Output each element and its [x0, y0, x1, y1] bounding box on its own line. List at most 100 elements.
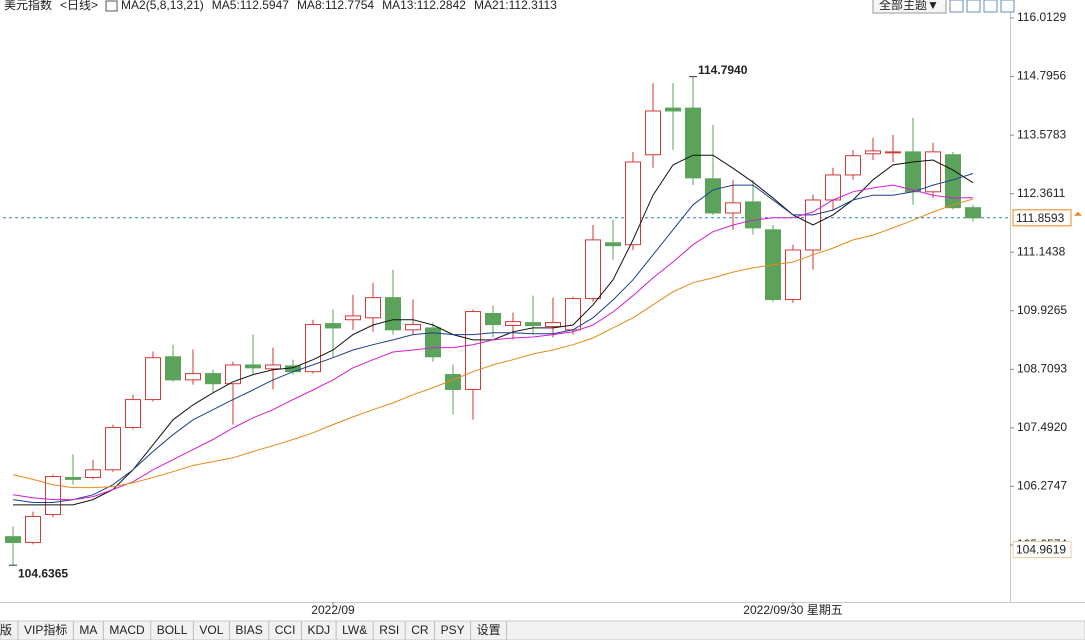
candle — [605, 219, 621, 260]
toolbar-icons — [949, 0, 1015, 13]
candle — [265, 347, 281, 390]
candle-body — [45, 476, 61, 516]
candle — [965, 204, 981, 222]
tab-label[interactable]: RSI — [379, 623, 399, 637]
candle-body — [785, 249, 801, 301]
y-tick-label: 113.5783 — [1017, 127, 1066, 141]
tab-label[interactable]: MA — [79, 623, 97, 637]
ma-line — [12, 198, 974, 489]
candle-body — [625, 161, 641, 246]
tab-label[interactable]: MACD — [109, 623, 145, 637]
indicator: MA2(5,8,13,21) — [121, 0, 204, 12]
candle — [25, 511, 41, 545]
tab-label[interactable]: KDJ — [307, 623, 330, 637]
legend-entry: MA21:112.3113 — [474, 0, 557, 12]
candle-body — [485, 312, 501, 326]
tab-label[interactable]: CR — [411, 623, 429, 637]
candle — [505, 312, 521, 340]
candle — [825, 167, 841, 211]
theme-button[interactable]: 全部主题▼ — [879, 0, 939, 12]
last-price-box — [1012, 209, 1072, 227]
candle-body — [5, 536, 21, 543]
period: <日线> — [60, 0, 98, 12]
candle — [585, 224, 601, 302]
theme-button-box[interactable] — [872, 0, 947, 14]
candle — [85, 459, 101, 480]
tab-label[interactable]: LW& — [342, 623, 367, 637]
candle — [405, 299, 421, 335]
tab-bar — [0, 620, 1085, 640]
candle-body — [325, 323, 341, 329]
ma-line — [12, 184, 974, 501]
icon[interactable] — [966, 0, 981, 13]
marker-price-label: 104.9619 — [1016, 543, 1066, 557]
candle — [885, 135, 901, 162]
candle-body — [925, 151, 941, 193]
candle — [845, 149, 861, 180]
candle-body — [825, 174, 841, 201]
x-tick-label: 2022/09 — [311, 603, 355, 617]
candle-body — [605, 242, 621, 247]
tab-label[interactable]: VOL — [199, 623, 223, 637]
candle — [685, 76, 701, 186]
marker-price-box — [1012, 541, 1072, 559]
candle-body — [245, 364, 261, 369]
tab-label[interactable]: BOLL — [157, 623, 188, 637]
candle — [725, 179, 741, 230]
candle-body — [365, 297, 381, 319]
icon[interactable] — [949, 0, 964, 13]
candle — [425, 322, 441, 362]
candle-body — [585, 239, 601, 300]
tab-label[interactable]: 设置 — [477, 623, 501, 637]
candle-body — [205, 373, 221, 385]
candle-body — [125, 399, 141, 428]
min-label: 104.6365 — [18, 566, 68, 580]
candle-body — [305, 324, 321, 373]
candle-body — [525, 322, 541, 327]
candle-body — [425, 327, 441, 358]
icon[interactable] — [1000, 0, 1015, 13]
y-tick-label: 109.9265 — [1017, 303, 1067, 317]
candle — [765, 224, 781, 302]
last-price-label: 111.8593 — [1016, 211, 1065, 225]
candle-body — [265, 364, 281, 370]
x-tick-label: 2022/09/30 星期五 — [743, 603, 842, 617]
y-tick-label: 112.3611 — [1017, 186, 1066, 200]
candle — [865, 137, 881, 161]
tab-label[interactable]: PSY — [441, 623, 465, 637]
legend-entry: MA13:112.2842 — [382, 0, 466, 12]
candle — [565, 296, 581, 335]
legend-entry: MA5:112.5947 — [212, 0, 289, 12]
candle — [205, 369, 221, 392]
candle — [445, 364, 461, 415]
candle-body — [885, 151, 901, 154]
candle — [545, 297, 561, 338]
candle-body — [645, 110, 661, 156]
candle-body — [85, 469, 101, 478]
candle — [145, 351, 161, 402]
candle — [785, 244, 801, 303]
candle-body — [25, 515, 41, 543]
candle — [245, 334, 261, 375]
candle — [345, 294, 361, 330]
y-tick-label: 108.7093 — [1017, 361, 1067, 375]
candle-body — [345, 315, 361, 321]
candle — [225, 361, 241, 425]
candle-body — [405, 324, 421, 331]
chart-title: 美元指数 — [4, 0, 52, 12]
tab-label[interactable]: CCI — [275, 623, 296, 637]
candle-body — [185, 373, 201, 381]
y-tick-label: 111.1438 — [1017, 244, 1066, 258]
candle — [125, 394, 141, 430]
tab-label[interactable]: 版 — [0, 623, 12, 637]
candle — [305, 319, 321, 374]
y-tick-label: 106.2747 — [1017, 479, 1067, 493]
candle-body — [965, 207, 981, 219]
icon[interactable] — [983, 0, 998, 13]
tab-label[interactable]: BIAS — [235, 623, 262, 637]
candle — [645, 83, 661, 168]
ma-line — [12, 173, 974, 503]
tab-label[interactable]: VIP指标 — [24, 622, 67, 637]
candle-body — [505, 321, 521, 327]
